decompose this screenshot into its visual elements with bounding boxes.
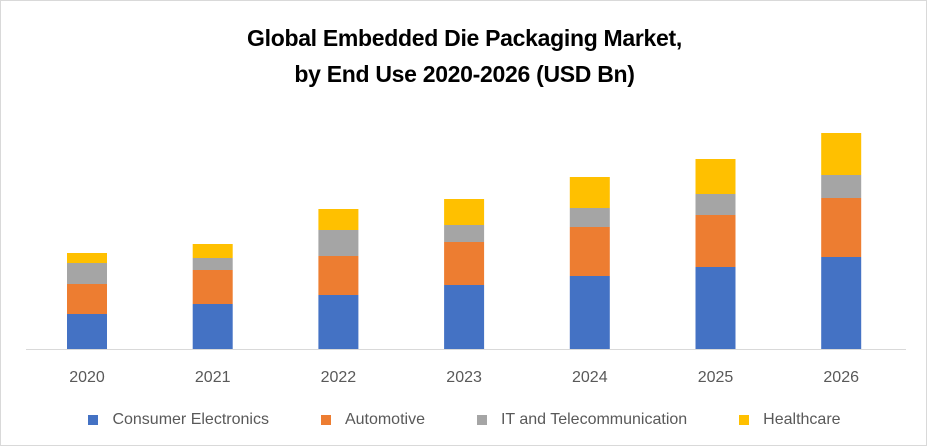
bar-healthcare-2023	[444, 199, 485, 225]
bar-healthcare-2025	[695, 159, 736, 194]
bar-consumer-electronics-2024	[569, 276, 610, 349]
bar-healthcare-2020	[67, 253, 107, 263]
chart-subtitle: by End Use 2020-2026 (USD Bn)	[294, 61, 635, 87]
bar-automotive-2023	[444, 242, 485, 285]
bar-consumer-electronics-2020	[67, 314, 107, 349]
legend-label: Healthcare	[763, 411, 841, 428]
bar-automotive-2025	[695, 215, 736, 267]
bar-automotive-2020	[67, 284, 107, 314]
bar-it-and-telecommunication-2021	[192, 258, 233, 270]
legend-swatch	[320, 415, 331, 425]
bar-automotive-2024	[569, 227, 610, 276]
x-tick-label: 2021	[195, 369, 231, 386]
bar-consumer-electronics-2021	[192, 304, 233, 349]
bar-consumer-electronics-2026	[821, 257, 862, 349]
chart-title: Global Embedded Die Packaging Market,	[247, 25, 682, 51]
x-tick-label: 2022	[321, 369, 357, 386]
bar-it-and-telecommunication-2020	[67, 263, 107, 284]
bar-automotive-2022	[318, 256, 359, 295]
bar-it-and-telecommunication-2025	[695, 194, 736, 215]
bar-consumer-electronics-2022	[318, 295, 359, 349]
bar-it-and-telecommunication-2023	[444, 225, 485, 242]
legend-swatch	[88, 415, 99, 425]
bar-healthcare-2026	[821, 133, 862, 175]
bar-it-and-telecommunication-2022	[318, 230, 359, 256]
legend-label: Consumer Electronics	[112, 411, 269, 428]
legend-item: IT and Telecommunication	[476, 411, 688, 429]
x-tick-label: 2023	[446, 369, 482, 386]
x-tick-label: 2020	[69, 369, 105, 386]
bar-healthcare-2022	[318, 209, 359, 230]
bar-it-and-telecommunication-2026	[821, 175, 862, 198]
bar-automotive-2026	[821, 198, 862, 257]
bar-it-and-telecommunication-2024	[569, 208, 610, 227]
legend-item: Automotive	[320, 411, 425, 429]
legend: Consumer Electronics Automotive IT and Tel…	[1, 411, 926, 429]
legend-label: IT and Telecommunication	[500, 411, 688, 428]
bar-healthcare-2024	[569, 177, 610, 208]
bar-automotive-2021	[192, 270, 233, 304]
x-tick-label: 2026	[823, 369, 859, 386]
x-tick-label: 2024	[572, 369, 608, 386]
legend-swatch	[476, 415, 487, 425]
bar-healthcare-2021	[192, 244, 233, 258]
legend-swatch	[739, 415, 750, 425]
legend-item: Healthcare	[739, 411, 841, 429]
bar-consumer-electronics-2023	[444, 285, 485, 349]
legend-item: Consumer Electronics	[88, 411, 269, 429]
x-tick-label: 2025	[698, 369, 734, 386]
bar-consumer-electronics-2025	[695, 267, 736, 349]
legend-label: Automotive	[344, 411, 425, 428]
